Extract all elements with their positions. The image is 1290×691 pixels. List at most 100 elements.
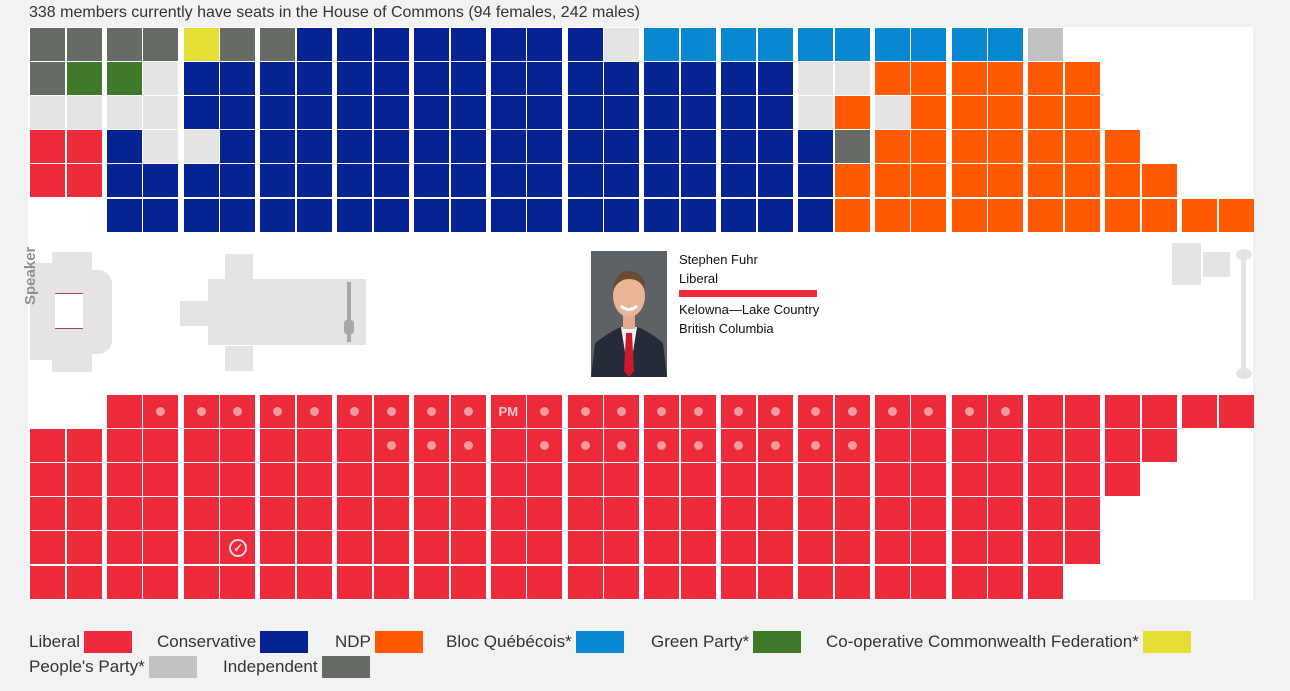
opposition-seat[interactable]: [951, 198, 987, 232]
government-seat[interactable]: [450, 429, 486, 463]
government-seat[interactable]: [527, 565, 563, 599]
opposition-seat[interactable]: [604, 96, 640, 130]
opposition-seat[interactable]: [527, 62, 563, 96]
government-seat[interactable]: PM: [490, 395, 526, 428]
opposition-seat[interactable]: [798, 130, 833, 164]
government-seat[interactable]: [757, 565, 793, 599]
opposition-seat[interactable]: [373, 28, 409, 61]
government-seat[interactable]: [143, 531, 179, 565]
opposition-seat[interactable]: [106, 62, 142, 96]
government-seat[interactable]: [1028, 531, 1064, 565]
opposition-seat[interactable]: [988, 164, 1024, 198]
opposition-seat[interactable]: [604, 62, 640, 96]
opposition-seat[interactable]: [834, 198, 870, 232]
opposition-seat[interactable]: [911, 28, 947, 61]
opposition-seat[interactable]: [604, 164, 640, 198]
government-seat[interactable]: [874, 531, 910, 565]
government-seat[interactable]: [604, 463, 640, 497]
government-seat[interactable]: [527, 429, 563, 463]
government-seat[interactable]: [1182, 395, 1217, 428]
government-seat[interactable]: [1141, 429, 1177, 463]
government-seat[interactable]: [106, 531, 142, 565]
opposition-seat[interactable]: [874, 130, 910, 164]
government-seat[interactable]: [567, 463, 603, 497]
government-seat[interactable]: [337, 463, 373, 497]
government-seat[interactable]: [66, 429, 102, 463]
opposition-seat[interactable]: [644, 198, 680, 232]
government-seat[interactable]: [450, 497, 486, 531]
opposition-seat[interactable]: [874, 96, 910, 130]
government-seat[interactable]: [106, 463, 142, 497]
opposition-seat[interactable]: [911, 198, 947, 232]
opposition-seat[interactable]: [106, 198, 142, 232]
government-seat[interactable]: [567, 395, 603, 428]
government-seat[interactable]: [143, 565, 179, 599]
government-seat[interactable]: [834, 497, 870, 531]
opposition-seat[interactable]: [911, 130, 947, 164]
government-seat[interactable]: [220, 395, 256, 428]
opposition-seat[interactable]: [30, 164, 65, 198]
opposition-seat[interactable]: [490, 164, 526, 198]
opposition-seat[interactable]: [414, 198, 449, 232]
government-seat[interactable]: [143, 463, 179, 497]
opposition-seat[interactable]: [951, 130, 987, 164]
government-seat[interactable]: [1064, 395, 1100, 428]
government-seat[interactable]: [373, 565, 409, 599]
government-seat[interactable]: [373, 497, 409, 531]
government-seat[interactable]: [680, 531, 716, 565]
opposition-seat[interactable]: [143, 62, 179, 96]
opposition-seat[interactable]: [183, 62, 219, 96]
opposition-seat[interactable]: [757, 28, 793, 61]
government-seat[interactable]: [911, 463, 947, 497]
opposition-seat[interactable]: [183, 164, 219, 198]
government-seat[interactable]: [490, 429, 526, 463]
government-seat[interactable]: [490, 565, 526, 599]
opposition-seat[interactable]: [260, 164, 296, 198]
government-seat[interactable]: [260, 497, 296, 531]
opposition-seat[interactable]: [1028, 198, 1064, 232]
government-seat[interactable]: [644, 395, 680, 428]
government-seat[interactable]: [527, 395, 563, 428]
government-seat[interactable]: [988, 463, 1024, 497]
government-seat[interactable]: [798, 429, 833, 463]
opposition-seat[interactable]: [450, 28, 486, 61]
government-seat[interactable]: [951, 395, 987, 428]
government-seat[interactable]: [721, 565, 757, 599]
government-seat[interactable]: [106, 497, 142, 531]
government-seat[interactable]: [490, 463, 526, 497]
opposition-seat[interactable]: [106, 164, 142, 198]
opposition-seat[interactable]: [106, 130, 142, 164]
government-seat[interactable]: [527, 497, 563, 531]
government-seat[interactable]: [721, 429, 757, 463]
government-seat[interactable]: [296, 395, 332, 428]
government-seat[interactable]: [220, 565, 256, 599]
opposition-seat[interactable]: [1105, 130, 1141, 164]
opposition-seat[interactable]: [1218, 198, 1254, 232]
government-seat[interactable]: [757, 463, 793, 497]
opposition-seat[interactable]: [874, 28, 910, 61]
government-seat[interactable]: [680, 463, 716, 497]
government-seat[interactable]: [680, 565, 716, 599]
opposition-seat[interactable]: [757, 198, 793, 232]
opposition-seat[interactable]: [951, 164, 987, 198]
opposition-seat[interactable]: [874, 164, 910, 198]
government-seat[interactable]: [527, 531, 563, 565]
opposition-seat[interactable]: [680, 62, 716, 96]
opposition-seat[interactable]: [644, 96, 680, 130]
government-seat[interactable]: [414, 497, 449, 531]
government-seat[interactable]: [183, 531, 219, 565]
opposition-seat[interactable]: [337, 164, 373, 198]
opposition-seat[interactable]: [296, 164, 332, 198]
government-seat[interactable]: [337, 395, 373, 428]
opposition-seat[interactable]: [834, 62, 870, 96]
opposition-seat[interactable]: [106, 96, 142, 130]
opposition-seat[interactable]: [450, 62, 486, 96]
government-seat[interactable]: [874, 429, 910, 463]
opposition-seat[interactable]: [911, 164, 947, 198]
government-seat[interactable]: [1028, 565, 1064, 599]
government-seat[interactable]: [143, 395, 179, 428]
government-seat[interactable]: [644, 429, 680, 463]
opposition-seat[interactable]: [490, 62, 526, 96]
opposition-seat[interactable]: [721, 130, 757, 164]
government-seat[interactable]: [296, 429, 332, 463]
